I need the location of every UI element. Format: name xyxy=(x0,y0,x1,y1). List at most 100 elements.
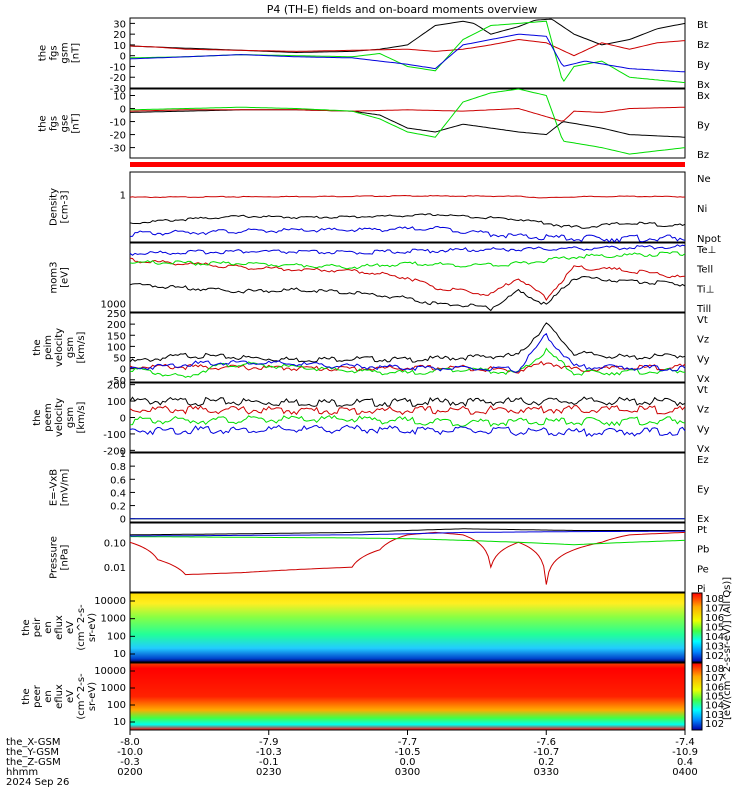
ylabel-line: the xyxy=(38,45,49,61)
ytick-label: 1000 xyxy=(101,614,126,625)
ylabel-line: (cm^2-s- xyxy=(76,673,87,720)
xtick-z: -0.3 xyxy=(120,757,140,768)
ytick-label: -100 xyxy=(103,430,126,441)
ytick-label: -20 xyxy=(110,73,126,84)
ylabel-line: Density xyxy=(49,188,60,226)
ytick-label: -30 xyxy=(110,144,126,155)
ylabel-line: eV xyxy=(65,690,76,703)
legend-Vz: Vz xyxy=(697,405,709,416)
ylabel-line: eflux xyxy=(54,615,65,640)
red-separator xyxy=(130,162,685,167)
colorbar-tick: 102 xyxy=(705,719,724,730)
xtick-t: 0330 xyxy=(534,767,559,778)
series-Vt xyxy=(129,396,686,407)
panel-peem_velocity: the peem velocity gsm [km/s] 200 100 0 -100 -200 V… xyxy=(32,381,710,458)
xtick-z: -0.1 xyxy=(259,757,279,768)
legend-Vt: Vt xyxy=(697,385,708,396)
xtick-y: -10.7 xyxy=(533,747,559,758)
series-Bx xyxy=(129,33,686,73)
ytick-label: 1000 xyxy=(101,683,126,694)
xtick-y: -10.5 xyxy=(395,747,421,758)
ylabel-line: peem xyxy=(43,403,54,431)
xtick-t: 0230 xyxy=(256,767,281,778)
legend-Ne: Ne xyxy=(697,174,711,185)
panel-frame xyxy=(129,17,686,89)
xaxis-row-label: 2024 Sep 26 xyxy=(6,777,69,788)
xaxis-row-label: hhmm xyxy=(6,767,38,778)
legend-Bx: Bx xyxy=(697,91,710,102)
series-Tell xyxy=(129,275,686,312)
colorbar-tick: 103 xyxy=(705,642,724,653)
xtick-y: -10.9 xyxy=(672,747,698,758)
ylabel-line: Pressure xyxy=(49,536,60,579)
figure-title: P4 (TH-E) fields and on-board moments ov… xyxy=(267,3,538,16)
ytick-label: 0.6 xyxy=(110,475,126,486)
ytick-label: 10 xyxy=(113,649,126,660)
ytick-label: -30 xyxy=(110,84,126,95)
ytick-label: 0.2 xyxy=(110,502,126,513)
colorbar-tick: 106 xyxy=(705,682,724,693)
legend-Bt: Bt xyxy=(697,20,708,31)
ylabel-line: eV xyxy=(65,621,76,634)
ylabel-line: (cm^2-s- xyxy=(76,604,87,651)
ytick-label: 100 xyxy=(107,342,126,353)
series-Bg xyxy=(130,88,686,155)
ytick-label: 0.10 xyxy=(104,538,126,549)
colorbar-tick: 106 xyxy=(705,613,724,624)
ytick-label: 0 xyxy=(120,515,126,526)
legend-Pe: Pe xyxy=(697,564,709,575)
ytick-label: 10 xyxy=(113,41,126,52)
series-Vy xyxy=(129,414,686,428)
ytick-label: 1 xyxy=(120,449,126,460)
panel-frame xyxy=(129,522,686,593)
ylabel-line: en xyxy=(43,621,54,634)
panel-frame xyxy=(129,312,686,383)
colorbar-tick: 105 xyxy=(705,623,724,634)
ytick-label: 0 xyxy=(120,52,126,63)
ytick-label: 10000 xyxy=(94,666,126,677)
panel-temperature: mom3 [eV] 1000 Te⊥ Tell Ti⊥ Till xyxy=(49,242,716,315)
ylabel-line: en xyxy=(43,690,54,703)
series-Vz xyxy=(129,404,686,416)
ylabel-line: mom3 xyxy=(49,262,60,294)
xtick-y: -10.0 xyxy=(117,747,143,758)
ytick-label: 10 xyxy=(113,92,126,103)
ytick-label: 0.01 xyxy=(104,563,126,574)
series-Bt xyxy=(129,18,686,54)
legend-Ti⊥: Ti⊥ xyxy=(696,284,714,295)
series-Vx xyxy=(129,424,686,437)
ylabel-line: velocity xyxy=(54,328,65,367)
series-Pi xyxy=(130,530,685,537)
ytick-label: 200 xyxy=(107,320,126,331)
legend-Ez: Ez xyxy=(697,455,709,466)
panel-peim_velocity: the peim velocity gsm [km/s] 250200150100500-… xyxy=(32,309,710,387)
panel-pressure: Pressure [nPa] 0.10 0.01 Pt Pb Pe Pi xyxy=(49,522,709,595)
legend-Vy: Vy xyxy=(697,354,710,365)
ylabel-line: E=-VxB xyxy=(49,469,60,506)
ylabel-line: peim xyxy=(43,335,54,360)
xtick-t: 0400 xyxy=(672,767,697,778)
xtick-x: -7.9 xyxy=(259,737,279,748)
ytick-label: 100 xyxy=(107,397,126,408)
heatmap-peir_en_eflux xyxy=(130,593,685,662)
panel-frame xyxy=(129,171,686,243)
legend-Vx: Vx xyxy=(697,374,710,385)
ytick-label: 0 xyxy=(120,365,126,376)
ytick-label: -10 xyxy=(110,118,126,129)
legend-Bz: Bz xyxy=(697,40,709,51)
series-Vt xyxy=(129,322,686,363)
ylabel-line: gsm xyxy=(65,407,76,428)
legend-Bz: Bz xyxy=(697,150,709,161)
ylabel-line: [nT] xyxy=(71,43,82,63)
series-Br xyxy=(130,106,686,122)
xtick-y: -10.3 xyxy=(256,747,282,758)
colorbar-tick: 107 xyxy=(705,673,724,684)
ylabel-line: fgs xyxy=(49,45,60,60)
ylabel-line: fgs xyxy=(49,116,60,131)
series-Te⊥ xyxy=(129,244,686,256)
ytick-label: 1 xyxy=(120,191,126,202)
panel-frame xyxy=(129,452,686,523)
colorbar-tick: 105 xyxy=(705,692,724,703)
ytick-label: 250 xyxy=(107,309,126,320)
legend-Ni: Ni xyxy=(697,204,707,215)
